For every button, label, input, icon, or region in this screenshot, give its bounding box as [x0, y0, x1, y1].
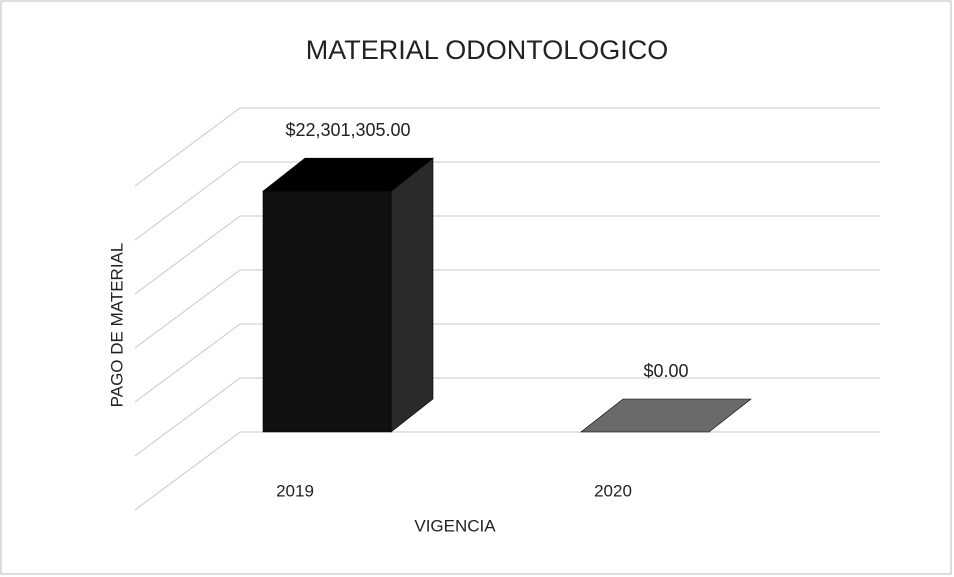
- side-grid-line: [134, 431, 241, 511]
- bar: [262, 157, 434, 433]
- y-axis-label: PAGO DE MATERIAL: [107, 243, 126, 408]
- side-grid-line: [134, 377, 241, 457]
- side-grid-line: [134, 107, 241, 187]
- side-grid-line: [134, 323, 241, 403]
- x-tick-label: 2020: [594, 481, 632, 500]
- side-grid-line: [134, 215, 241, 295]
- value-label: $0.00: [643, 361, 688, 381]
- bar-top: [262, 157, 434, 192]
- bar-top: [580, 398, 752, 433]
- bar: [580, 398, 752, 433]
- side-grid-line: [134, 269, 241, 349]
- side-grid-line: [134, 161, 241, 241]
- bar-front: [262, 190, 392, 433]
- x-tick-label: 2019: [276, 481, 314, 500]
- x-axis-label: VIGENCIA: [414, 516, 496, 535]
- bar-side: [390, 157, 434, 433]
- value-label: $22,301,305.00: [285, 120, 410, 140]
- chart-title: MATERIAL ODONTOLOGICO: [306, 35, 669, 65]
